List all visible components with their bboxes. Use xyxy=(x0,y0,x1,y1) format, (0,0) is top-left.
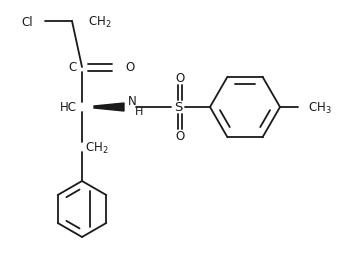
Text: C: C xyxy=(69,61,77,74)
Text: HC: HC xyxy=(60,101,77,114)
Text: CH$_2$: CH$_2$ xyxy=(88,14,112,29)
Text: Cl: Cl xyxy=(21,15,33,28)
Text: CH$_3$: CH$_3$ xyxy=(308,100,332,115)
Text: O: O xyxy=(175,72,185,85)
Text: N: N xyxy=(128,95,136,108)
Text: CH$_2$: CH$_2$ xyxy=(85,140,108,155)
Text: O: O xyxy=(175,130,185,143)
Polygon shape xyxy=(94,104,124,112)
Text: S: S xyxy=(174,101,182,114)
Text: H: H xyxy=(135,107,143,117)
Text: O: O xyxy=(125,61,134,74)
